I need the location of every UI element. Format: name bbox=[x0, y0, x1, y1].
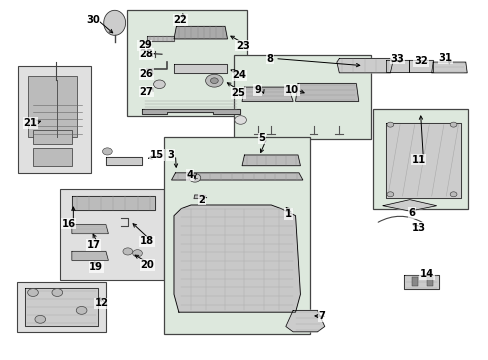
Circle shape bbox=[76, 306, 87, 314]
Polygon shape bbox=[147, 36, 174, 41]
Text: 22: 22 bbox=[173, 15, 187, 25]
Polygon shape bbox=[142, 109, 239, 114]
Circle shape bbox=[386, 192, 393, 197]
Polygon shape bbox=[403, 275, 438, 289]
Text: 17: 17 bbox=[86, 240, 101, 250]
Bar bbox=[33, 148, 72, 166]
Text: 29: 29 bbox=[138, 40, 151, 50]
Polygon shape bbox=[106, 157, 142, 165]
Circle shape bbox=[35, 315, 45, 323]
Circle shape bbox=[189, 174, 201, 182]
Bar bbox=[426, 277, 432, 287]
Polygon shape bbox=[72, 251, 108, 260]
Text: 2: 2 bbox=[198, 195, 205, 204]
Polygon shape bbox=[382, 200, 436, 211]
Text: 11: 11 bbox=[410, 155, 425, 165]
Text: 10: 10 bbox=[285, 85, 299, 95]
Polygon shape bbox=[242, 87, 292, 102]
Polygon shape bbox=[408, 60, 432, 72]
Text: 30: 30 bbox=[86, 15, 100, 25]
Bar bbox=[33, 130, 72, 144]
Polygon shape bbox=[194, 195, 205, 199]
Text: 12: 12 bbox=[95, 298, 109, 308]
Text: 31: 31 bbox=[437, 53, 451, 63]
Circle shape bbox=[210, 78, 218, 84]
Circle shape bbox=[153, 80, 165, 89]
Text: 24: 24 bbox=[232, 70, 246, 80]
Text: 26: 26 bbox=[139, 69, 153, 79]
Text: 27: 27 bbox=[139, 87, 153, 97]
Circle shape bbox=[28, 289, 38, 296]
Bar bbox=[28, 76, 77, 137]
FancyBboxPatch shape bbox=[233, 55, 370, 139]
Text: 14: 14 bbox=[419, 269, 433, 279]
Text: 4: 4 bbox=[186, 170, 193, 180]
Polygon shape bbox=[174, 205, 300, 312]
Text: 7: 7 bbox=[318, 311, 325, 321]
Text: 5: 5 bbox=[258, 133, 265, 143]
FancyBboxPatch shape bbox=[126, 10, 246, 116]
Text: 25: 25 bbox=[231, 88, 245, 98]
Polygon shape bbox=[174, 26, 227, 39]
Polygon shape bbox=[25, 288, 98, 326]
Text: 19: 19 bbox=[89, 262, 103, 272]
Text: 18: 18 bbox=[140, 237, 154, 247]
FancyBboxPatch shape bbox=[60, 189, 164, 280]
Text: 9: 9 bbox=[254, 85, 261, 95]
Polygon shape bbox=[72, 196, 154, 210]
Circle shape bbox=[234, 116, 246, 124]
Text: 13: 13 bbox=[411, 222, 425, 233]
Text: 1: 1 bbox=[284, 209, 291, 219]
Circle shape bbox=[205, 74, 223, 87]
Circle shape bbox=[52, 289, 62, 296]
Polygon shape bbox=[385, 123, 460, 198]
FancyBboxPatch shape bbox=[17, 282, 106, 332]
Text: 32: 32 bbox=[413, 57, 427, 66]
Text: 23: 23 bbox=[236, 41, 249, 51]
Polygon shape bbox=[431, 62, 466, 73]
Polygon shape bbox=[385, 60, 408, 72]
Bar bbox=[411, 277, 417, 287]
Text: 8: 8 bbox=[266, 54, 273, 64]
Text: 16: 16 bbox=[61, 219, 75, 229]
Ellipse shape bbox=[103, 10, 125, 35]
Text: 15: 15 bbox=[150, 150, 163, 160]
Polygon shape bbox=[295, 84, 358, 102]
Text: 3: 3 bbox=[167, 150, 174, 160]
FancyBboxPatch shape bbox=[372, 109, 467, 208]
Circle shape bbox=[132, 249, 142, 257]
Circle shape bbox=[386, 122, 393, 127]
FancyBboxPatch shape bbox=[164, 137, 309, 334]
Polygon shape bbox=[336, 59, 392, 73]
Text: 6: 6 bbox=[408, 208, 415, 218]
Circle shape bbox=[449, 122, 456, 127]
Text: 28: 28 bbox=[139, 49, 153, 59]
Text: 33: 33 bbox=[390, 54, 404, 64]
Polygon shape bbox=[174, 64, 227, 73]
Circle shape bbox=[449, 192, 456, 197]
Polygon shape bbox=[171, 173, 302, 180]
Polygon shape bbox=[242, 155, 300, 166]
Circle shape bbox=[122, 248, 132, 255]
Circle shape bbox=[102, 148, 112, 155]
FancyBboxPatch shape bbox=[19, 66, 91, 173]
Text: 20: 20 bbox=[140, 260, 154, 270]
Text: 21: 21 bbox=[23, 118, 38, 128]
Polygon shape bbox=[285, 310, 324, 332]
Polygon shape bbox=[72, 225, 108, 234]
